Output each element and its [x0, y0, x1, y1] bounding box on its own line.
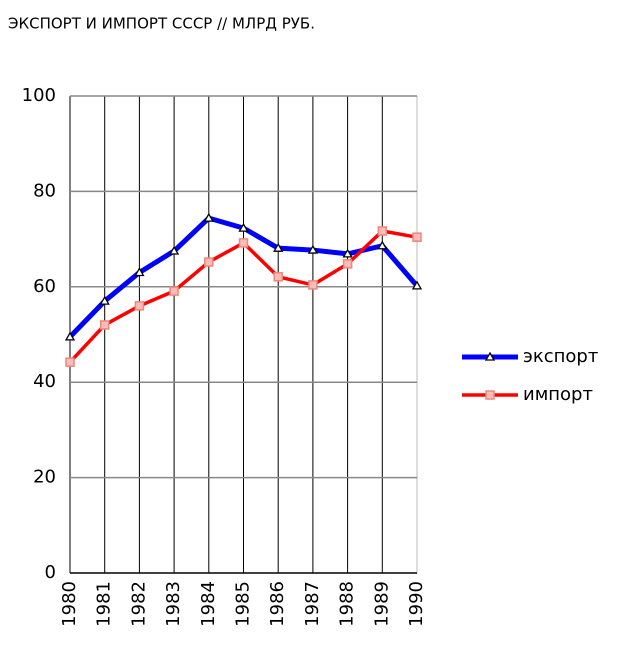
x-tick-label: 1988: [337, 581, 358, 627]
marker: [411, 280, 423, 290]
marker: [203, 212, 214, 222]
marker: [238, 222, 249, 232]
marker: [377, 226, 388, 236]
marker: [134, 301, 145, 311]
x-tick-label: 1989: [371, 581, 392, 627]
marker: [169, 286, 179, 296]
marker: [342, 259, 353, 269]
x-tick-label: 1981: [94, 581, 115, 627]
legend-label: импорт: [523, 384, 593, 405]
x-tick-label: 1984: [198, 581, 219, 627]
marker: [377, 240, 388, 250]
y-tick-label: 20: [33, 467, 56, 488]
x-tick-label: 1980: [59, 581, 80, 627]
marker: [485, 390, 495, 400]
marker: [99, 320, 110, 330]
marker: [484, 351, 496, 361]
marker: [65, 357, 75, 367]
y-tick-label: 40: [33, 371, 56, 392]
x-tick-label: 1987: [302, 581, 323, 627]
marker: [412, 232, 422, 242]
marker: [308, 280, 318, 290]
y-tick-label: 60: [33, 276, 56, 297]
marker: [99, 295, 110, 305]
marker: [238, 238, 249, 248]
marker: [342, 248, 353, 258]
marker: [273, 272, 283, 282]
marker: [204, 257, 214, 267]
marker: [168, 245, 180, 255]
x-tick-label: 1982: [128, 581, 149, 627]
x-tick-label: 1986: [267, 581, 288, 627]
x-tick-label: 1983: [163, 581, 184, 627]
marker: [307, 244, 319, 254]
marker: [273, 242, 284, 252]
y-tick-label: 80: [33, 180, 56, 201]
marker: [134, 267, 145, 277]
y-tick-label: 0: [45, 562, 56, 583]
y-tick-label: 100: [22, 85, 56, 106]
x-tick-label: 1985: [233, 581, 254, 627]
marker: [64, 331, 76, 341]
chart-title: ЭКСПОРТ И ИМПОРТ СССР // МЛРД РУБ.: [8, 15, 315, 33]
x-tick-label: 1990: [406, 581, 427, 627]
legend-label: экспорт: [523, 346, 598, 367]
